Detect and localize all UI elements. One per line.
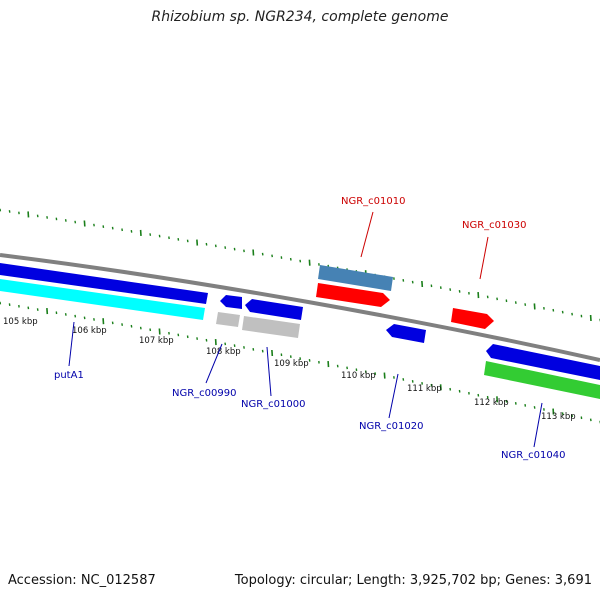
- ruler-label: 108 kbp: [206, 347, 241, 357]
- grey-gene-small[interactable]: [216, 312, 240, 327]
- gene-labels: putA1 NGR_c00990 NGR_c01000 NGR_c01010 N…: [54, 196, 566, 461]
- genome-summary-text: Topology: circular; Length: 3,925,702 bp…: [234, 573, 592, 588]
- ruler-label: 112 kbp: [474, 398, 509, 408]
- leader-line: [533, 402, 543, 448]
- cyan-gene-left[interactable]: [0, 279, 205, 320]
- leader-line: [479, 236, 489, 280]
- map-title: Rhizobium sp. NGR234, complete genome: [151, 9, 449, 25]
- gene-label-ngr-c01000[interactable]: NGR_c01000: [241, 399, 306, 410]
- gene-label-puta1[interactable]: putA1: [54, 370, 84, 381]
- ruler-label: 113 kbp: [541, 412, 576, 422]
- red-cds-c01010[interactable]: [316, 283, 390, 307]
- ruler-label: 107 kbp: [139, 336, 174, 346]
- gene-label-ngr-c01030[interactable]: NGR_c01030: [462, 220, 527, 231]
- ruler-label: 111 kbp: [407, 384, 442, 394]
- accession-text: Accession: NC_012587: [8, 573, 156, 588]
- ruler-label: 105 kbp: [3, 317, 38, 327]
- blue-cds-left[interactable]: [0, 263, 208, 304]
- ruler-label: 110 kbp: [341, 371, 376, 381]
- leader-line: [68, 321, 75, 367]
- outer-tick-row: [0, 208, 600, 322]
- blue-cds-right[interactable]: [486, 344, 600, 380]
- gene-label-ngr-c01020[interactable]: NGR_c01020: [359, 421, 424, 432]
- gene-label-leaders: [68, 211, 543, 448]
- gene-label-ngr-c00990[interactable]: NGR_c00990: [172, 388, 237, 399]
- ruler-labels: 105 kbp 106 kbp 107 kbp 108 kbp 109 kbp …: [3, 317, 576, 422]
- blue-cds-c01020[interactable]: [386, 324, 426, 343]
- leader-line: [205, 343, 223, 384]
- ruler-label: 109 kbp: [274, 359, 309, 369]
- gene-label-ngr-c01010[interactable]: NGR_c01010: [341, 196, 406, 207]
- blue-cds-small[interactable]: [220, 295, 242, 309]
- blue-cds-c01000[interactable]: [245, 299, 303, 320]
- leader-line: [266, 346, 272, 397]
- genome-backbone: [0, 253, 600, 362]
- gene-label-ngr-c01040[interactable]: NGR_c01040: [501, 450, 566, 461]
- ruler-label: 106 kbp: [72, 326, 107, 336]
- steelblue-gene-c01010[interactable]: [318, 265, 393, 291]
- green-gene-c01040[interactable]: [484, 361, 600, 399]
- feature-track: [0, 263, 600, 399]
- red-cds-c01030[interactable]: [451, 308, 494, 329]
- leader-line: [360, 211, 374, 258]
- leader-line: [388, 373, 399, 419]
- inner-tick-row: [0, 301, 600, 424]
- grey-gene-c01000[interactable]: [242, 316, 300, 338]
